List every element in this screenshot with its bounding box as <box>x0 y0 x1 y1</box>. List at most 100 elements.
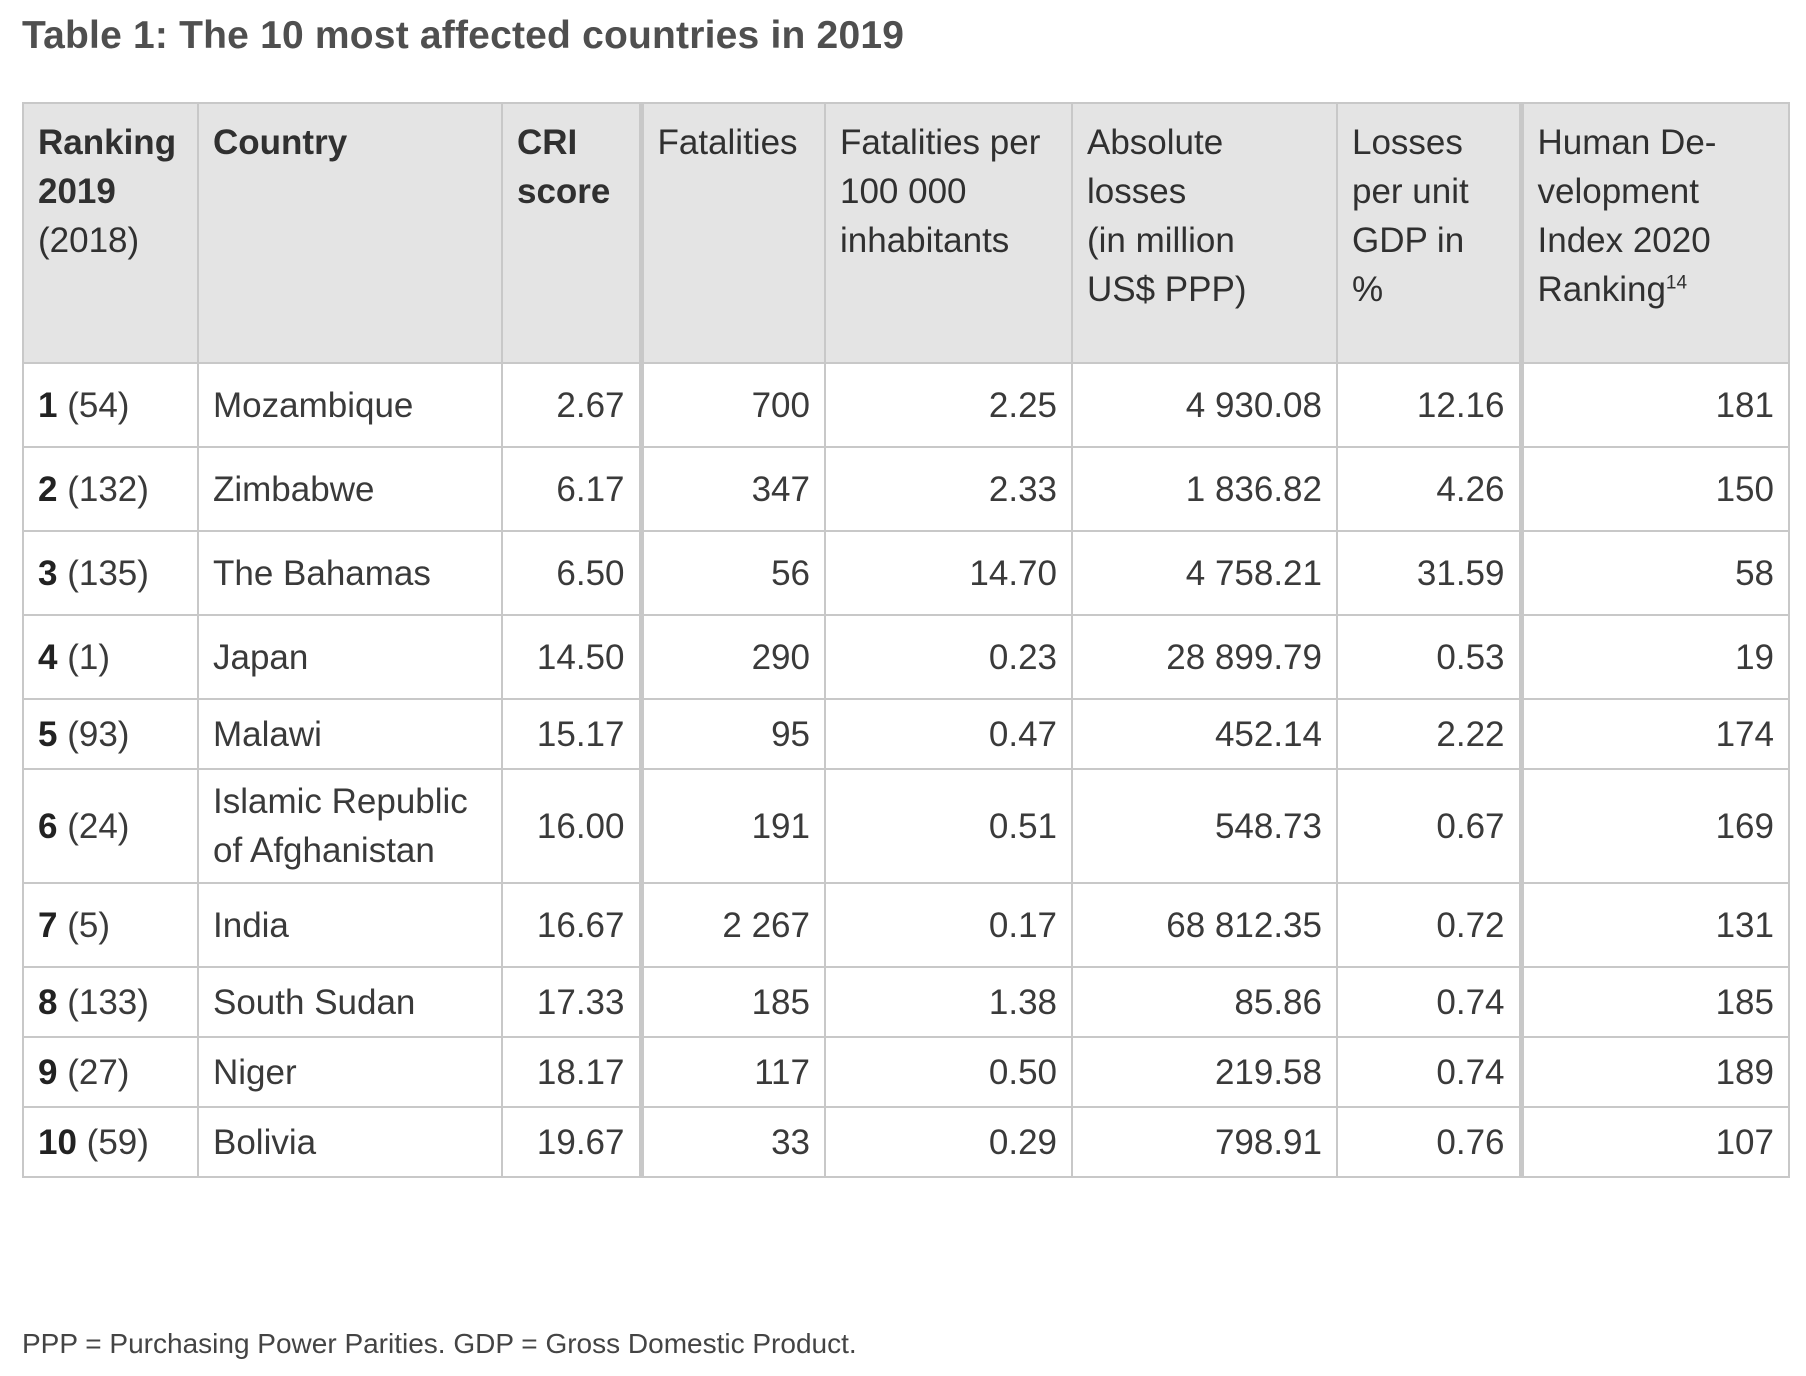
country-name-line1: Bolivia <box>213 1122 317 1162</box>
rank-2018: (5) <box>67 905 110 945</box>
cell-losses-per-gdp: 0.67 <box>1336 768 1522 884</box>
header-abs-line1: Absolute <box>1087 123 1224 162</box>
cell-losses-per-gdp: 2.22 <box>1336 698 1522 770</box>
cell-fatalities: 191 <box>638 768 826 884</box>
cell-fatalities: 117 <box>638 1036 826 1108</box>
cell-fatalities: 56 <box>638 530 826 616</box>
cell-fatalities: 33 <box>638 1106 826 1178</box>
cell-fatalities-per-100000: 0.17 <box>824 882 1073 968</box>
cell-ranking: 9 (27) <box>22 1036 199 1108</box>
rank-2019: 3 <box>38 553 58 593</box>
header-country: Country <box>197 102 503 364</box>
header-abs-line3: (in million <box>1087 221 1235 260</box>
cell-cri-score: 16.00 <box>501 768 642 884</box>
rank-2018: (135) <box>67 553 149 593</box>
header-cri-line2: score <box>517 172 611 211</box>
cell-cri-score: 17.33 <box>501 966 642 1038</box>
cell-fatalities-per-100000: 2.25 <box>824 362 1073 448</box>
header-hdi-line1: Human De- <box>1537 123 1717 162</box>
rank-2019: 2 <box>38 469 58 509</box>
cell-country: Islamic Republic of Afghanistan <box>197 768 503 884</box>
table-row: 8 (133) South Sudan 17.33 185 1.38 85.86… <box>22 966 1790 1038</box>
header-loss-line2: per unit <box>1352 172 1469 211</box>
header-ranking-line1: Ranking <box>38 123 177 162</box>
cell-fatalities-per-100000: 0.51 <box>824 768 1073 884</box>
header-hdi-ranking: Human De- velopment Index 2020 Ranking14 <box>1518 102 1790 364</box>
rank-2018: (133) <box>67 982 149 1022</box>
rank-2018: (24) <box>67 806 130 846</box>
cell-cri-score: 16.67 <box>501 882 642 968</box>
header-losses-per-gdp: Losses per unit GDP in % <box>1336 102 1522 364</box>
cell-fatalities-per-100000: 2.33 <box>824 446 1073 532</box>
table-row: 7 (5) India 16.67 2 267 0.17 68 812.35 0… <box>22 882 1790 968</box>
rank-2019: 8 <box>38 982 58 1022</box>
cell-absolute-losses: 85.86 <box>1071 966 1338 1038</box>
cell-ranking: 5 (93) <box>22 698 199 770</box>
cell-absolute-losses: 219.58 <box>1071 1036 1338 1108</box>
country-name-line1: India <box>213 905 289 945</box>
header-hdi-line3: Index 2020 <box>1537 221 1711 260</box>
header-abs-line2: losses <box>1087 172 1187 211</box>
cell-absolute-losses: 452.14 <box>1071 698 1338 770</box>
cell-cri-score: 2.67 <box>501 362 642 448</box>
country-name-line1: Japan <box>213 637 309 677</box>
header-row: Ranking 2019 (2018) Country CRI score Fa… <box>22 102 1790 364</box>
cell-losses-per-gdp: 0.74 <box>1336 1036 1522 1108</box>
header-country-label: Country <box>213 123 348 162</box>
cell-losses-per-gdp: 0.53 <box>1336 614 1522 700</box>
header-hdi-line2: velopment <box>1537 172 1699 211</box>
cell-losses-per-gdp: 0.72 <box>1336 882 1522 968</box>
cell-fatalities: 290 <box>638 614 826 700</box>
header-abs-line4: US$ PPP) <box>1087 270 1247 309</box>
cell-ranking: 10 (59) <box>22 1106 199 1178</box>
cell-ranking: 4 (1) <box>22 614 199 700</box>
country-name-line2: of Afghanistan <box>213 831 435 870</box>
header-hdi-line4-text: Ranking <box>1537 270 1666 309</box>
header-ranking: Ranking 2019 (2018) <box>22 102 199 364</box>
cell-country: Japan <box>197 614 503 700</box>
cell-fatalities-per-100000: 0.47 <box>824 698 1073 770</box>
rank-2018: (27) <box>67 1052 130 1092</box>
cell-hdi-ranking: 169 <box>1518 768 1790 884</box>
rank-2019: 1 <box>38 385 58 425</box>
header-hdi-line4: Ranking14 <box>1538 265 1775 314</box>
table-body: 1 (54) Mozambique 2.67 700 2.25 4 930.08… <box>22 362 1790 1178</box>
cell-hdi-ranking: 131 <box>1518 882 1790 968</box>
country-name-line1: Niger <box>213 1052 297 1092</box>
cell-fatalities-per-100000: 0.29 <box>824 1106 1073 1178</box>
cell-absolute-losses: 28 899.79 <box>1071 614 1338 700</box>
rank-2019: 4 <box>38 637 58 677</box>
cell-cri-score: 6.50 <box>501 530 642 616</box>
cell-fatalities: 347 <box>638 446 826 532</box>
cell-hdi-ranking: 189 <box>1518 1036 1790 1108</box>
table-row: 1 (54) Mozambique 2.67 700 2.25 4 930.08… <box>22 362 1790 448</box>
table-row: 3 (135) The Bahamas 6.50 56 14.70 4 758.… <box>22 530 1790 616</box>
rank-2019: 7 <box>38 905 58 945</box>
rank-2018: (54) <box>67 385 130 425</box>
cell-losses-per-gdp: 0.74 <box>1336 966 1522 1038</box>
cell-fatalities: 700 <box>638 362 826 448</box>
cell-absolute-losses: 68 812.35 <box>1071 882 1338 968</box>
table-row: 2 (132) Zimbabwe 6.17 347 2.33 1 836.82 … <box>22 446 1790 532</box>
cell-absolute-losses: 798.91 <box>1071 1106 1338 1178</box>
cell-cri-score: 19.67 <box>501 1106 642 1178</box>
cell-country: Bolivia <box>197 1106 503 1178</box>
header-loss-line3: GDP in % <box>1352 221 1465 309</box>
cell-cri-score: 14.50 <box>501 614 642 700</box>
cell-country: Mozambique <box>197 362 503 448</box>
header-cri-score: CRI score <box>501 102 642 364</box>
cell-fatalities: 95 <box>638 698 826 770</box>
header-loss-line1: Losses <box>1352 123 1463 162</box>
header-cri-line1: CRI <box>517 123 578 162</box>
cell-losses-per-gdp: 4.26 <box>1336 446 1522 532</box>
cell-absolute-losses: 548.73 <box>1071 768 1338 884</box>
cell-fatalities-per-100000: 0.23 <box>824 614 1073 700</box>
rank-2018: (132) <box>67 469 149 509</box>
table-row: 9 (27) Niger 18.17 117 0.50 219.58 0.74 … <box>22 1036 1790 1108</box>
cell-cri-score: 18.17 <box>501 1036 642 1108</box>
table-row: 10 (59) Bolivia 19.67 33 0.29 798.91 0.7… <box>22 1106 1790 1178</box>
cell-losses-per-gdp: 12.16 <box>1336 362 1522 448</box>
cell-absolute-losses: 4 758.21 <box>1071 530 1338 616</box>
cell-hdi-ranking: 19 <box>1518 614 1790 700</box>
table-row: 6 (24) Islamic Republic of Afghanistan 16… <box>22 768 1790 884</box>
